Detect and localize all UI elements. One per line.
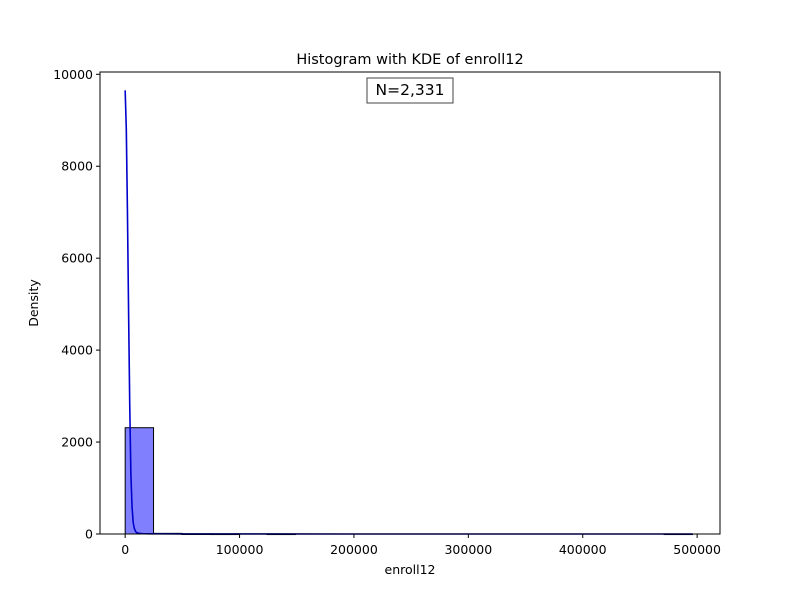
x-tick-label: 100000 — [216, 542, 264, 557]
annotation-text: N=2,331 — [376, 81, 445, 99]
x-tick-label: 0 — [121, 542, 129, 557]
x-axis: 0 100000 200000 300000 400000 500000 — [121, 534, 721, 557]
y-tick-label: 6000 — [61, 251, 93, 266]
annotation-box — [366, 77, 454, 104]
axes-frame — [99, 71, 721, 535]
y-axis-label: Density — [26, 279, 41, 327]
histogram-bar-0 — [124, 427, 155, 535]
x-axis-label: enroll12 — [385, 562, 436, 577]
y-tick-label: 10000 — [53, 67, 93, 82]
y-axis: 0 2000 4000 6000 8000 10000 — [53, 67, 100, 542]
x-tick-label: 400000 — [559, 542, 607, 557]
x-tick-label: 500000 — [673, 542, 721, 557]
count-annotation: N=2,331 — [366, 77, 454, 104]
x-tick-label: 200000 — [330, 542, 378, 557]
y-tick-label: 4000 — [61, 343, 93, 358]
y-tick-label: 2000 — [61, 435, 93, 450]
y-tick-label: 8000 — [61, 159, 93, 174]
x-tick-label: 300000 — [444, 542, 492, 557]
y-tick-label: 0 — [85, 527, 93, 542]
chart-title: Histogram with KDE of enroll12 — [296, 52, 523, 68]
